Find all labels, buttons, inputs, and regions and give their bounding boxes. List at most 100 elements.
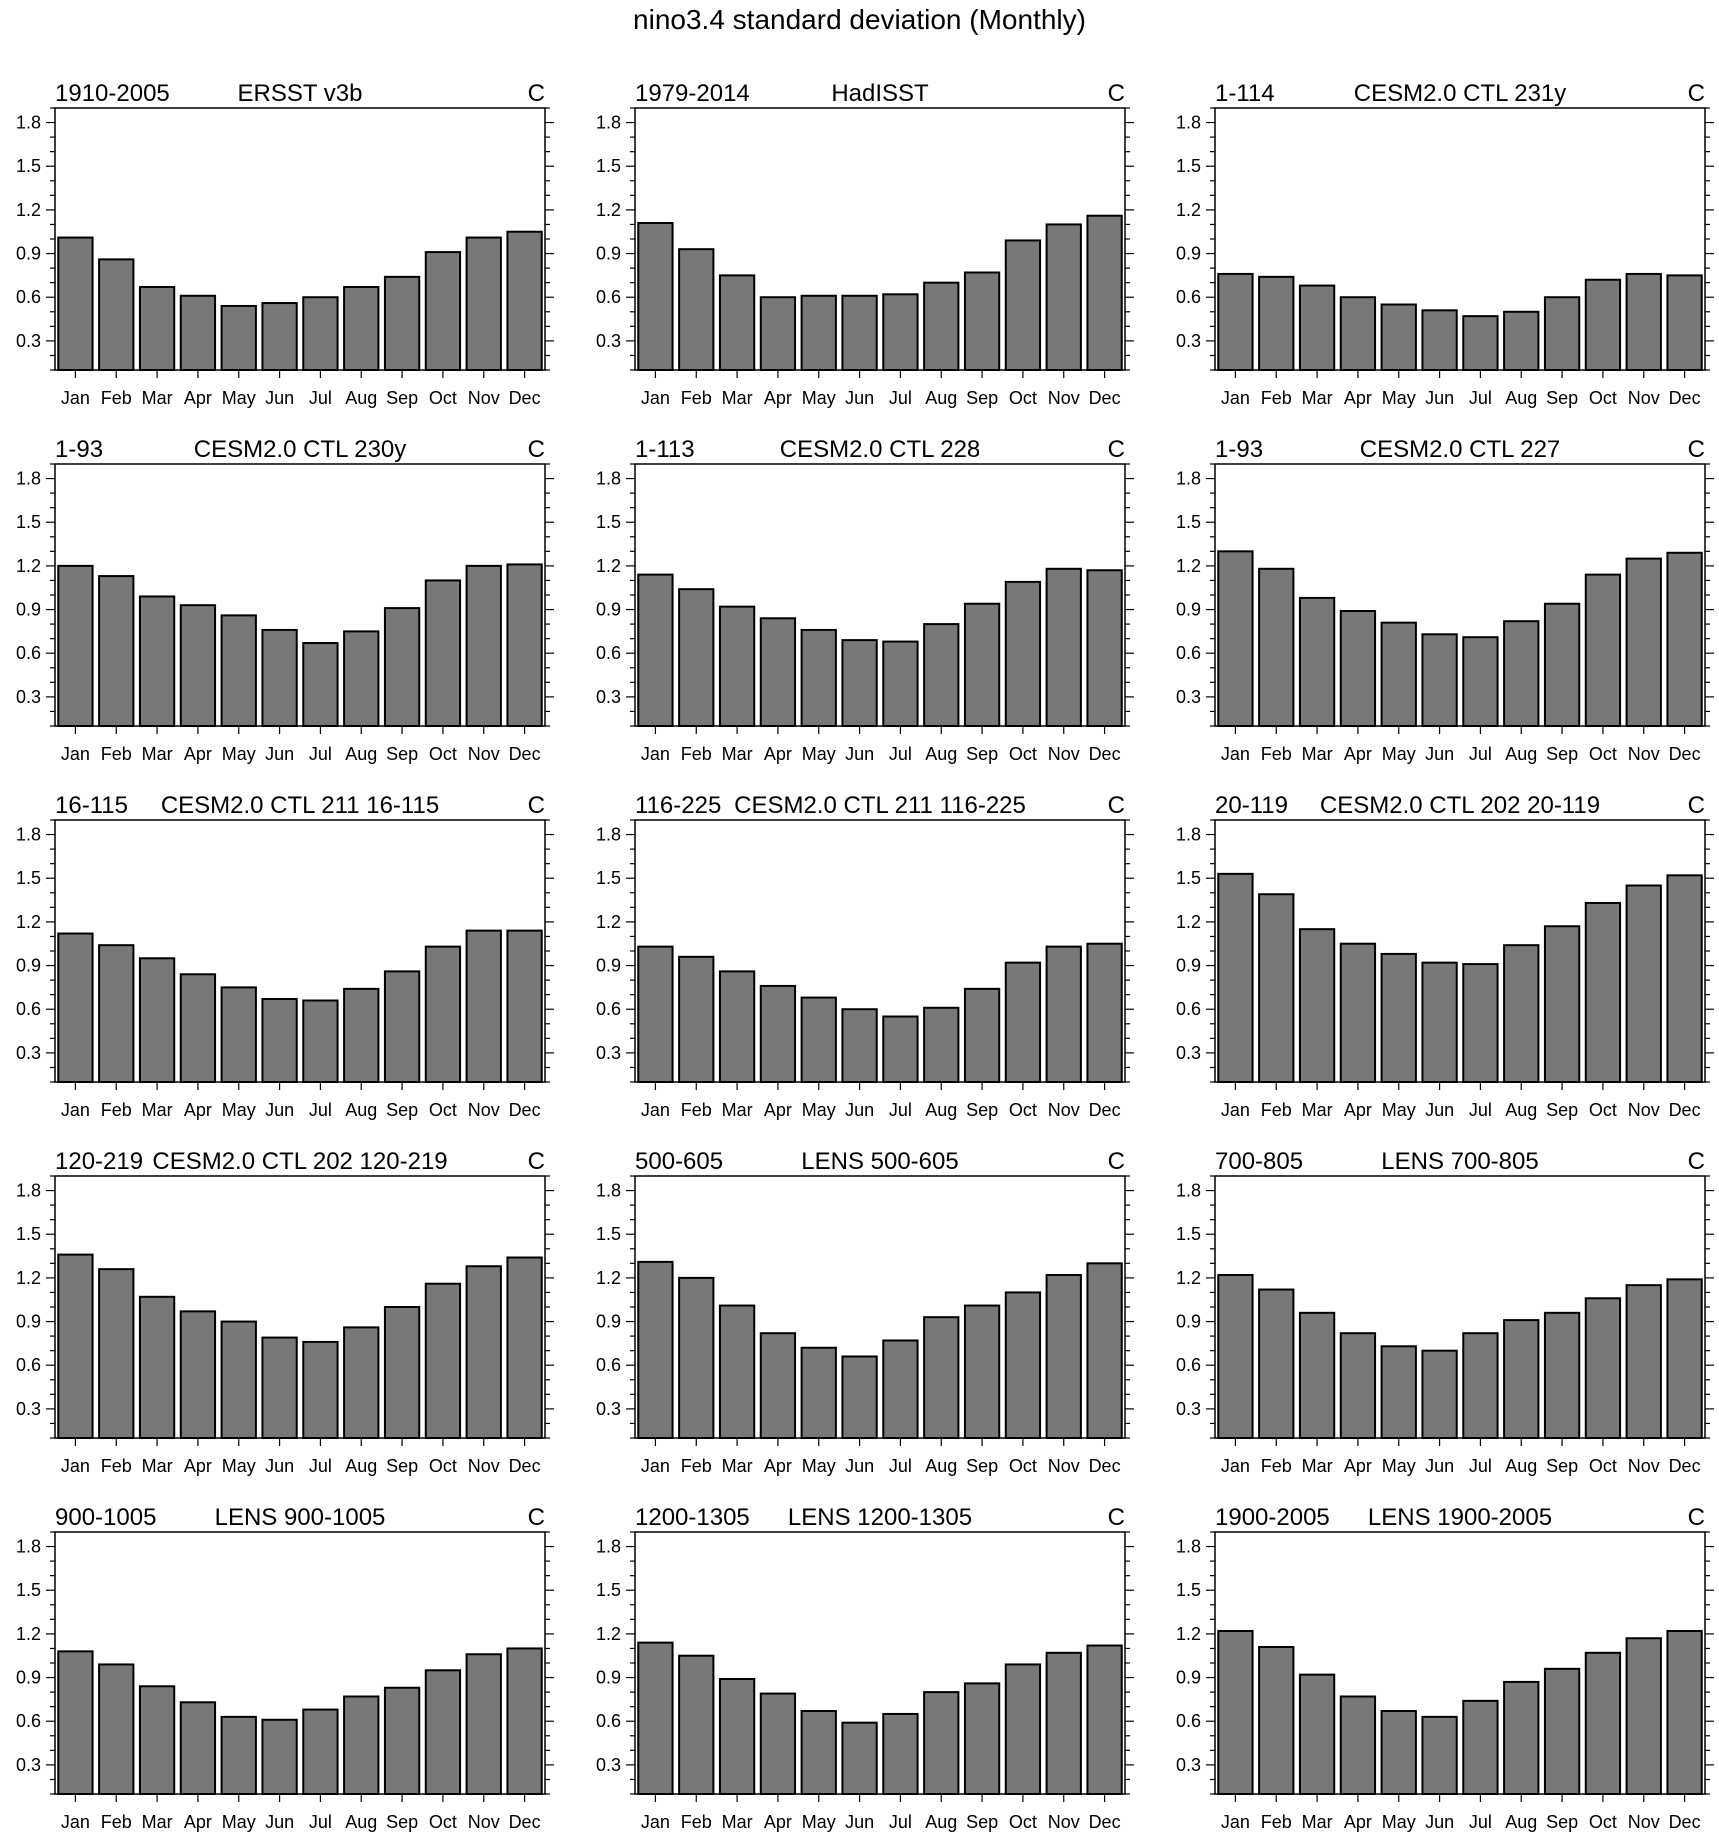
x-tick-label: Aug <box>1505 744 1537 764</box>
x-tick-label: Feb <box>681 1812 712 1832</box>
bar-dec <box>506 563 543 728</box>
y-tick-label: 1.2 <box>1176 200 1201 220</box>
x-tick-label: Jun <box>1425 744 1454 764</box>
x-tick-label: Nov <box>1048 744 1080 764</box>
x-tick-label: Apr <box>764 388 792 408</box>
y-tick-label: 0.6 <box>16 643 41 663</box>
x-tick-label: Sep <box>1546 1456 1578 1476</box>
panel-units-label: C <box>1108 792 1125 819</box>
bar-apr <box>759 1332 797 1439</box>
x-tick-label: Feb <box>101 1812 132 1832</box>
bar-jun <box>841 1355 878 1439</box>
x-tick-label: Nov <box>1628 744 1660 764</box>
x-tick-label: Nov <box>468 1100 500 1120</box>
panel-period-label: 1200-1305 <box>635 1504 750 1531</box>
bar-apr <box>1339 610 1377 727</box>
bar-sep <box>1543 296 1581 372</box>
x-tick-label: Nov <box>468 1812 500 1832</box>
x-tick-label: Jul <box>1469 744 1492 764</box>
x-tick-label: May <box>802 1456 836 1476</box>
y-tick-label: 0.6 <box>596 1355 621 1375</box>
x-tick-label: Jun <box>1425 1812 1454 1832</box>
bar-mar <box>1298 596 1336 728</box>
bar-may <box>800 294 837 371</box>
y-tick-label: 0.3 <box>1176 1755 1201 1775</box>
x-tick-label: Dec <box>1669 388 1701 408</box>
bar-jun <box>261 302 298 371</box>
bar-apr <box>179 604 217 728</box>
y-tick-label: 0.9 <box>1176 244 1201 264</box>
y-tick-label: 1.8 <box>16 113 41 133</box>
x-tick-label: Jul <box>889 1812 912 1832</box>
x-tick-label: Oct <box>1589 1812 1617 1832</box>
y-tick-label: 0.9 <box>1176 1312 1201 1332</box>
bar-apr <box>759 984 797 1084</box>
y-tick-label: 0.6 <box>1176 643 1201 663</box>
x-tick-label: Jun <box>1425 1100 1454 1120</box>
x-tick-label: Dec <box>1669 1100 1701 1120</box>
bar-may <box>1380 1710 1417 1795</box>
bar-nov <box>465 1653 502 1796</box>
bar-sep <box>1543 1667 1581 1796</box>
panel-5: 0.3 0.6 0.9 1.2 1.5 1.8 Jan Feb Mar Apr May Jun Jul A… <box>596 436 1134 764</box>
bar-feb <box>678 588 715 728</box>
y-tick-label: 0.6 <box>16 287 41 307</box>
bar-nov <box>1625 557 1662 727</box>
y-tick-label: 1.5 <box>596 1224 621 1244</box>
x-tick-label: Nov <box>468 744 500 764</box>
bar-feb <box>678 248 715 371</box>
x-tick-label: Jul <box>889 1456 912 1476</box>
y-tick-label: 1.8 <box>1176 113 1201 133</box>
bar-dec <box>1086 214 1123 371</box>
bar-sep <box>383 607 421 727</box>
bar-aug <box>1503 1680 1540 1796</box>
y-tick-label: 1.5 <box>596 512 621 532</box>
x-tick-label: Jan <box>61 1100 90 1120</box>
panel-4: 0.3 0.6 0.9 1.2 1.5 1.8 Jan Feb Mar Apr May Jun Jul A… <box>16 436 554 764</box>
bar-may <box>1380 303 1417 371</box>
x-tick-label: May <box>1382 1456 1416 1476</box>
x-tick-label: Jan <box>641 1812 670 1832</box>
x-tick-label: Aug <box>345 1100 377 1120</box>
x-tick-label: Mar <box>142 744 173 764</box>
bar-oct <box>1584 1297 1622 1440</box>
bar-aug <box>343 1695 380 1796</box>
panel-period-label: 20-119 <box>1215 792 1288 819</box>
x-tick-label: Aug <box>1505 1456 1537 1476</box>
bar-apr <box>759 617 797 727</box>
y-tick-label: 0.9 <box>16 1668 41 1688</box>
y-tick-label: 0.9 <box>16 600 41 620</box>
x-tick-label: Mar <box>722 1456 753 1476</box>
x-tick-label: May <box>1382 1812 1416 1832</box>
x-tick-label: Jun <box>265 1100 294 1120</box>
y-tick-label: 1.5 <box>16 868 41 888</box>
bar-aug <box>1503 1319 1540 1439</box>
bar-feb <box>98 1268 135 1439</box>
y-tick-label: 1.5 <box>16 512 41 532</box>
x-tick-label: Mar <box>1302 388 1333 408</box>
x-tick-label: Nov <box>468 388 500 408</box>
y-tick-label: 1.5 <box>16 1224 41 1244</box>
bar-jul <box>1462 315 1499 371</box>
bar-mar <box>1298 928 1336 1084</box>
bar-dec <box>1666 551 1703 727</box>
y-tick-label: 0.6 <box>1176 287 1201 307</box>
bar-mar <box>138 957 176 1083</box>
bar-dec <box>506 1647 543 1796</box>
x-tick-label: Oct <box>1009 388 1037 408</box>
x-tick-label: Oct <box>1589 1456 1617 1476</box>
y-tick-label: 0.6 <box>596 643 621 663</box>
x-tick-label: Dec <box>509 1100 541 1120</box>
bar-oct <box>1584 1651 1622 1796</box>
y-tick-label: 0.9 <box>1176 1668 1201 1688</box>
bar-feb <box>1258 567 1295 727</box>
y-tick-label: 1.8 <box>1176 825 1201 845</box>
x-tick-label: Apr <box>1344 1100 1372 1120</box>
x-tick-label: Aug <box>1505 388 1537 408</box>
x-tick-label: Dec <box>1669 744 1701 764</box>
bar-jun <box>841 639 878 727</box>
x-tick-label: Sep <box>1546 1100 1578 1120</box>
bar-mar <box>138 1685 176 1796</box>
y-tick-label: 1.8 <box>1176 1537 1201 1557</box>
bar-dec <box>506 230 543 371</box>
